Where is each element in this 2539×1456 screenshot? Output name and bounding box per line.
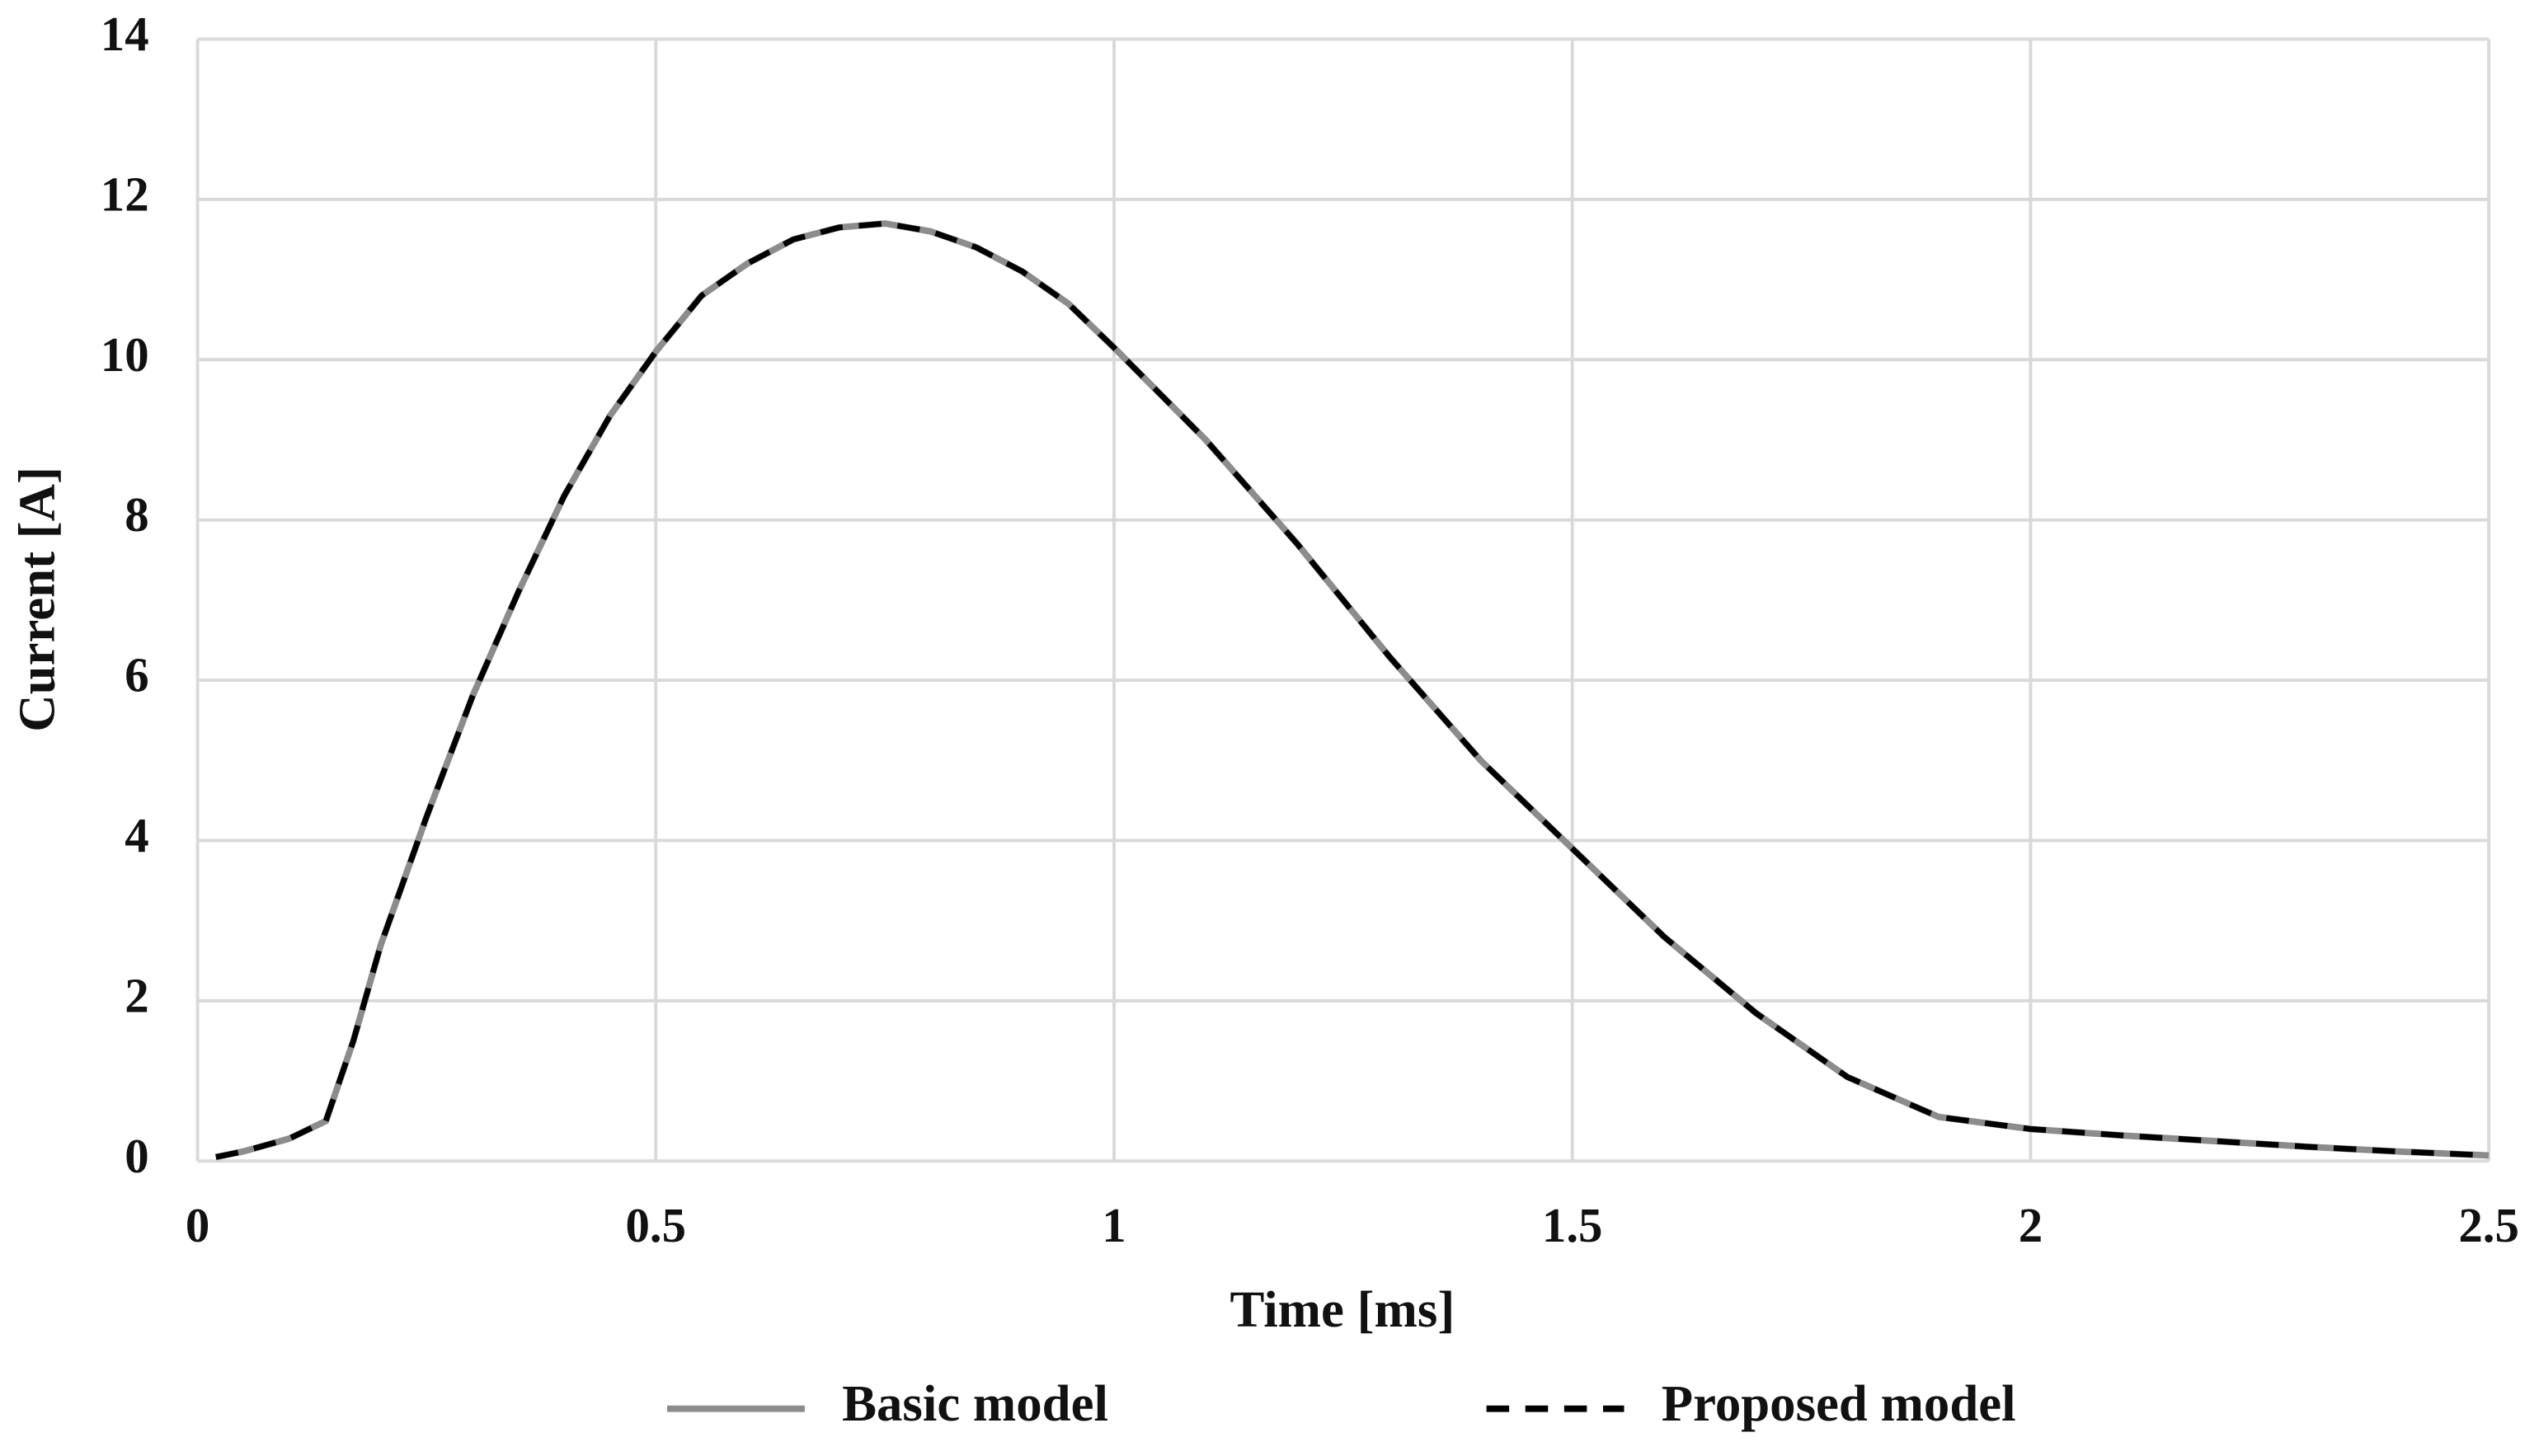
y-tick-label: 4 (125, 809, 148, 862)
x-tick-label: 1.5 (1542, 1199, 1603, 1252)
x-tick-label: 2 (2019, 1199, 2043, 1252)
y-tick-label: 14 (101, 7, 149, 61)
y-tick-label: 2 (125, 969, 148, 1022)
series-line (215, 220, 2490, 1160)
y-tick-label: 6 (125, 649, 148, 702)
x-axis-title: Time [ms] (1230, 1280, 1455, 1338)
x-tick-label: 1 (1102, 1199, 1126, 1252)
y-tick-label: 8 (125, 488, 148, 542)
y-tick-label: 0 (125, 1130, 148, 1183)
x-tick-label: 2.5 (2458, 1199, 2519, 1252)
y-tick-label: 10 (101, 328, 149, 382)
x-tick-label: 0.5 (625, 1199, 686, 1252)
y-tick-label: 12 (101, 167, 149, 221)
legend-label: Proposed model (1662, 1374, 2016, 1432)
series-line (215, 220, 2490, 1161)
legend-label: Basic model (842, 1374, 1108, 1432)
y-axis-title: Current [A] (7, 467, 65, 732)
x-tick-label: 0 (186, 1199, 209, 1252)
